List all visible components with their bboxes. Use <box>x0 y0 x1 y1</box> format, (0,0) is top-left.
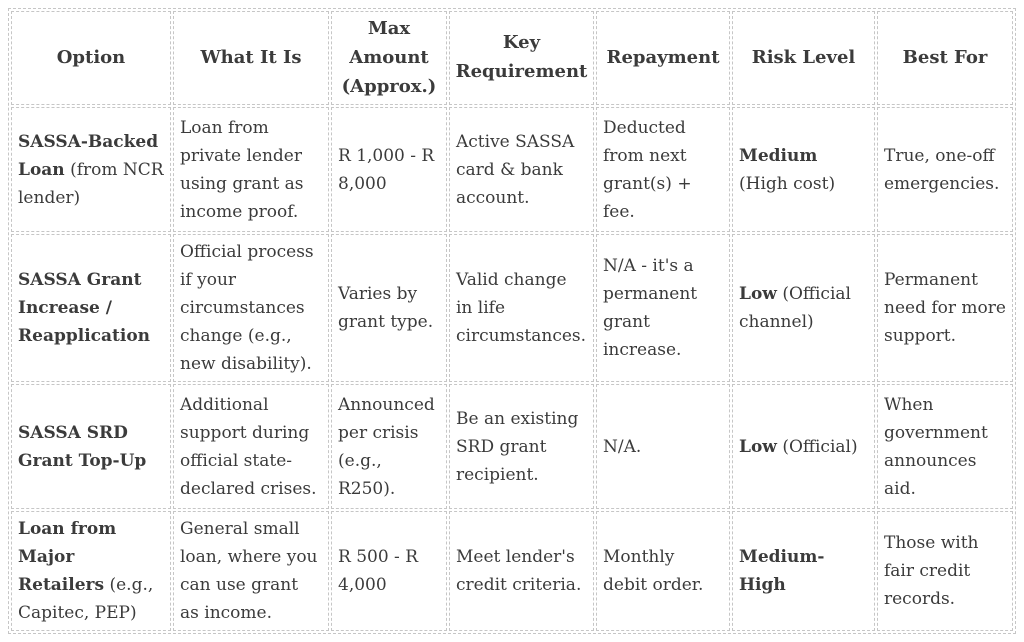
loan-options-table: Option What It Is Max Amount (Approx.) K… <box>8 8 1016 635</box>
risk-level-value: Medium-High <box>739 547 825 596</box>
risk-level-cell: Low (Official) <box>732 384 875 510</box>
repayment-cell: N/A - it's a permanent grant increase. <box>596 234 730 383</box>
table-row: SASSA Grant Increase / Reapplication Off… <box>11 234 1013 383</box>
repayment-cell: Monthly debit order. <box>596 511 730 632</box>
table-row: SASSA-Backed Loan (from NCR lender) Loan… <box>11 107 1013 233</box>
option-cell: SASSA SRD Grant Top-Up <box>11 384 171 510</box>
option-note: (from NCR lender) <box>18 159 164 208</box>
repayment-cell: Deducted from next grant(s) + fee. <box>596 107 730 233</box>
what-it-is-cell: Loan from private lender using grant as … <box>173 107 329 233</box>
best-for-cell: True, one-off emergencies. <box>877 107 1013 233</box>
what-it-is-cell: General small loan, where you can use gr… <box>173 511 329 632</box>
key-requirement-cell: Active SASSA card & bank account. <box>449 107 594 233</box>
header-row: Option What It Is Max Amount (Approx.) K… <box>11 11 1013 106</box>
key-requirement-cell: Valid change in life circumstances. <box>449 234 594 383</box>
option-name: SASSA-Backed Loan <box>18 131 159 180</box>
option-name: SASSA SRD Grant Top-Up <box>18 422 147 471</box>
risk-level-note: (High cost) <box>739 173 836 194</box>
risk-level-cell: Low (Official channel) <box>732 234 875 383</box>
max-amount-cell: Varies by grant type. <box>331 234 447 383</box>
column-header-key-requirement: Key Requirement <box>449 11 594 106</box>
column-header-risk-level: Risk Level <box>732 11 875 106</box>
table-row: SASSA SRD Grant Top-Up Additional suppor… <box>11 384 1013 510</box>
best-for-cell: When government announces aid. <box>877 384 1013 510</box>
risk-level-note: (Official) <box>776 436 858 457</box>
max-amount-cell: R 1,000 - R 8,000 <box>331 107 447 233</box>
what-it-is-cell: Official process if your circumstances c… <box>173 234 329 383</box>
risk-level-value: Low <box>739 284 777 305</box>
best-for-cell: Permanent need for more support. <box>877 234 1013 383</box>
column-header-repayment: Repayment <box>596 11 730 106</box>
option-cell: SASSA Grant Increase / Reapplication <box>11 234 171 383</box>
column-header-best-for: Best For <box>877 11 1013 106</box>
repayment-cell: N/A. <box>596 384 730 510</box>
max-amount-cell: Announced per crisis (e.g., R250). <box>331 384 447 510</box>
option-name: Loan from Major Retailers <box>18 519 117 596</box>
risk-level-value: Medium <box>739 145 818 166</box>
option-cell: SASSA-Backed Loan (from NCR lender) <box>11 107 171 233</box>
best-for-cell: Those with fair credit records. <box>877 511 1013 632</box>
key-requirement-cell: Meet lender's credit criteria. <box>449 511 594 632</box>
table-row: Loan from Major Retailers (e.g., Capitec… <box>11 511 1013 632</box>
option-name: SASSA Grant Increase / Reapplication <box>18 270 151 347</box>
key-requirement-cell: Be an existing SRD grant recipient. <box>449 384 594 510</box>
what-it-is-cell: Additional support during official state… <box>173 384 329 510</box>
column-header-option: Option <box>11 11 171 106</box>
column-header-what-it-is: What It Is <box>173 11 329 106</box>
option-note: (e.g., Capitec, PEP) <box>18 575 154 624</box>
option-cell: Loan from Major Retailers (e.g., Capitec… <box>11 511 171 632</box>
risk-level-cell: Medium (High cost) <box>732 107 875 233</box>
risk-level-cell: Medium-High <box>732 511 875 632</box>
column-header-max-amount: Max Amount (Approx.) <box>331 11 447 106</box>
risk-level-value: Low <box>739 436 777 457</box>
risk-level-note: (Official channel) <box>739 284 851 333</box>
max-amount-cell: R 500 - R 4,000 <box>331 511 447 632</box>
